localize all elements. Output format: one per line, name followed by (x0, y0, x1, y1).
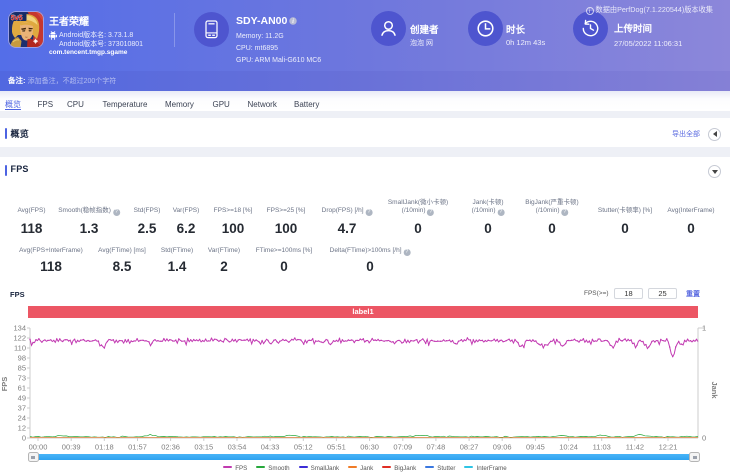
svg-text:00:00: 00:00 (29, 443, 48, 452)
svg-text:i: i (292, 19, 294, 25)
svg-text:FPS: FPS (0, 377, 9, 392)
svg-text:37: 37 (18, 404, 26, 413)
svg-text:01:57: 01:57 (128, 443, 147, 452)
svg-text:03:15: 03:15 (194, 443, 213, 452)
svg-text:11:42: 11:42 (626, 443, 644, 452)
svg-text:85: 85 (18, 364, 26, 373)
svg-text:110: 110 (14, 344, 26, 353)
svg-text:12: 12 (18, 424, 26, 433)
svg-text:24: 24 (18, 414, 26, 423)
svg-text:07:48: 07:48 (427, 443, 446, 452)
svg-text:02:36: 02:36 (161, 443, 180, 452)
svg-text:10:24: 10:24 (559, 443, 578, 452)
svg-text:1: 1 (702, 324, 706, 333)
svg-text:5v5: 5v5 (11, 15, 23, 22)
svg-text:49: 49 (18, 394, 26, 403)
svg-text:11:03: 11:03 (593, 443, 611, 452)
svg-text:07:09: 07:09 (393, 443, 412, 452)
svg-text:06:30: 06:30 (360, 443, 379, 452)
svg-text:122: 122 (13, 334, 26, 343)
svg-text:09:45: 09:45 (526, 443, 545, 452)
svg-text:04:33: 04:33 (261, 443, 280, 452)
svg-text:03:54: 03:54 (228, 443, 247, 452)
svg-text:98: 98 (18, 354, 26, 363)
svg-text:0: 0 (702, 434, 706, 443)
svg-text:73: 73 (18, 374, 26, 383)
svg-text:00:39: 00:39 (62, 443, 81, 452)
svg-text:05:12: 05:12 (294, 443, 313, 452)
svg-text:09:06: 09:06 (493, 443, 512, 452)
svg-text:61: 61 (18, 384, 26, 393)
svg-text:134: 134 (13, 324, 26, 333)
svg-text:08:27: 08:27 (460, 443, 479, 452)
svg-text:05:51: 05:51 (327, 443, 346, 452)
svg-text:Jank: Jank (710, 381, 719, 399)
svg-text:0: 0 (22, 434, 26, 443)
svg-text:01:18: 01:18 (95, 443, 114, 452)
svg-text:12:21: 12:21 (659, 443, 678, 452)
